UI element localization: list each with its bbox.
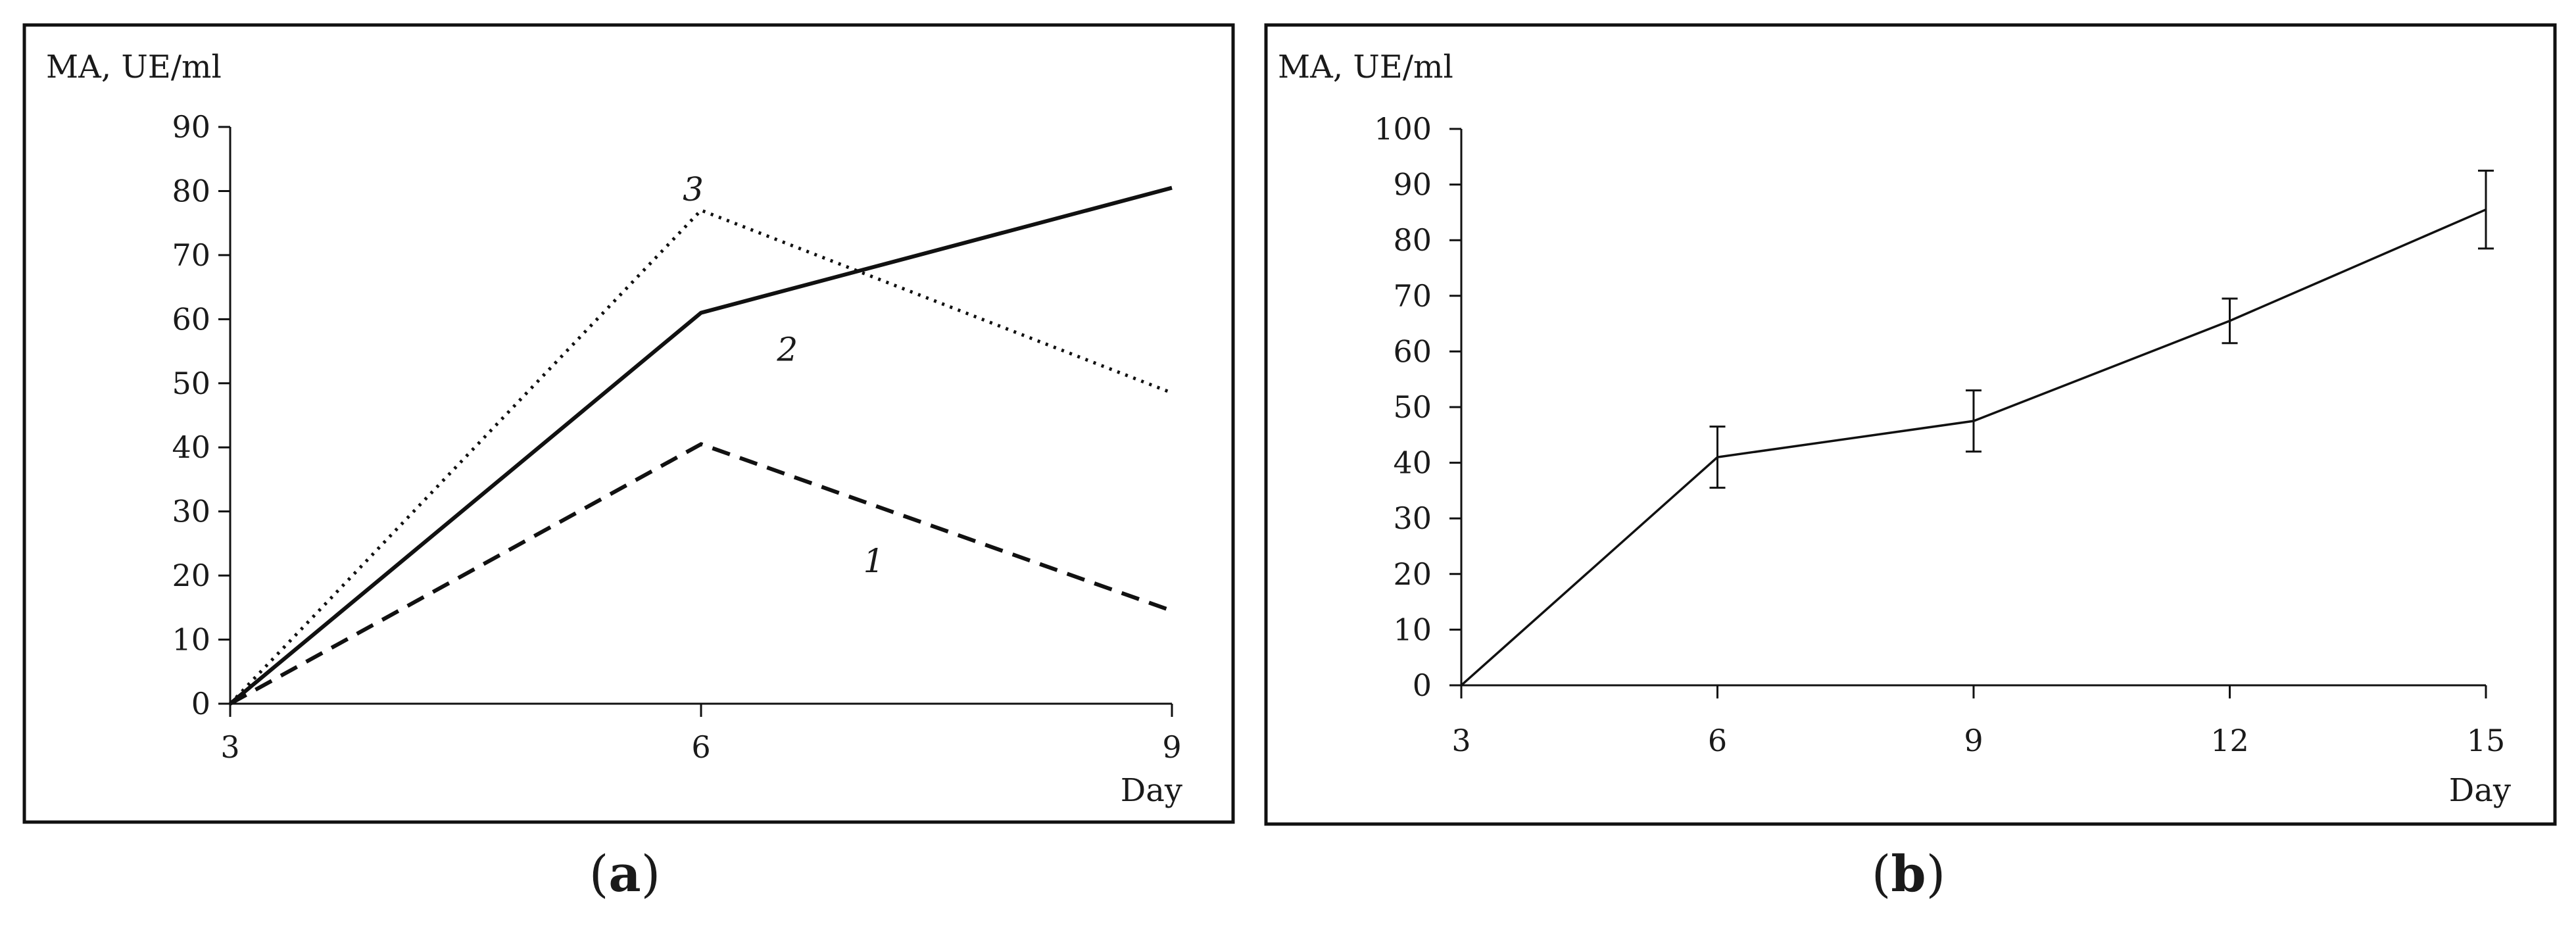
y-tick-label: 30 (172, 494, 210, 529)
y-tick-label: 80 (172, 173, 210, 208)
y-tick-label: 10 (172, 622, 210, 658)
y-tick-label: 80 (1393, 222, 1432, 258)
x-tick-label: 3 (220, 729, 239, 765)
series-label-3: 3 (683, 170, 704, 208)
x-tick-label: 12 (2210, 723, 2249, 758)
series-line-1 (229, 442, 1173, 706)
y-tick-label: 100 (1374, 111, 1432, 147)
panel-b-caption: (b) (1872, 844, 1945, 903)
panel-b-frame (1264, 23, 2557, 826)
series-line-2 (229, 208, 1173, 705)
y-tick-label: 40 (1393, 445, 1432, 481)
series-line-3 (229, 185, 1173, 706)
x-tick-label: 6 (691, 729, 710, 765)
y-tick-label: 90 (1393, 167, 1432, 203)
y-tick-label: 40 (172, 429, 210, 465)
y-tick-label: 10 (1393, 612, 1432, 647)
panel-a-caption: (a) (589, 844, 661, 903)
panel-a-caption-letter: a (608, 844, 641, 903)
y-tick-label: 70 (1393, 278, 1432, 314)
x-tick-label: 6 (1708, 723, 1727, 758)
y-tick-label: 50 (1393, 389, 1432, 425)
panel-a-frame (22, 23, 1235, 824)
series-label-1: 1 (863, 542, 885, 580)
y-tick-label: 70 (172, 237, 210, 273)
series-label-2: 2 (776, 331, 798, 369)
panel-b-caption-letter: b (1891, 844, 1926, 903)
y-tick-label: 30 (1393, 500, 1432, 536)
x-tick-label: 9 (1162, 729, 1181, 765)
panel-a-xlabel: Day (1121, 772, 1182, 809)
y-tick-label: 0 (191, 686, 210, 721)
y-tick-label: 60 (1393, 333, 1432, 369)
y-tick-label: 90 (172, 109, 210, 145)
y-tick-label: 20 (172, 558, 210, 593)
panel-b-plot: 0 10 20 30 40 50 60 70 80 90 100 3 6 9 12 15 (1374, 111, 2505, 758)
x-tick-label: 15 (2467, 723, 2506, 758)
y-tick-label: 0 (1413, 668, 1432, 703)
panel-a-ylabel: MA, UE/ml (46, 49, 222, 85)
x-tick-label: 9 (1964, 723, 1983, 758)
y-tick-label: 20 (1393, 556, 1432, 592)
x-tick-label: 3 (1451, 723, 1470, 758)
y-tick-label: 50 (172, 366, 210, 401)
y-tick-label: 60 (172, 301, 210, 337)
panel-b-xlabel: Day (2449, 772, 2511, 809)
panel-b-ylabel: MA, UE/ml (1278, 49, 1453, 85)
